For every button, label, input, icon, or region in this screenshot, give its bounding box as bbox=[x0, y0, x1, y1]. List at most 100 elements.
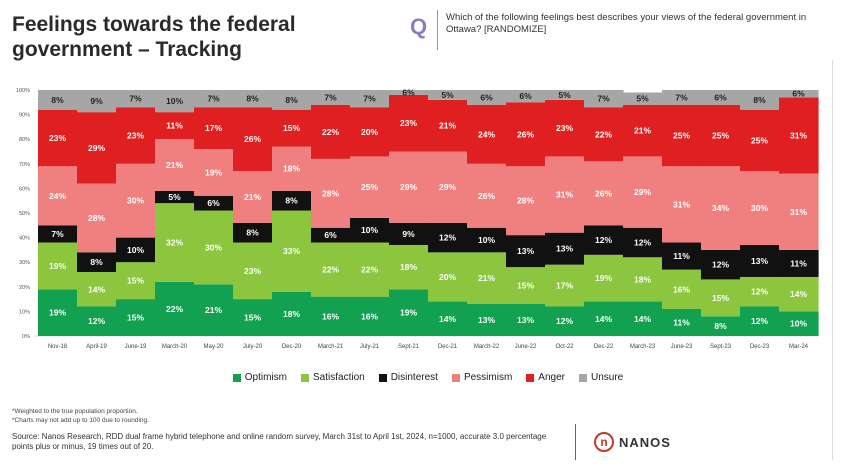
data-label: 6% bbox=[402, 87, 415, 97]
bar-segment-optimism bbox=[584, 301, 624, 336]
bar-segment-pessimism bbox=[155, 139, 195, 191]
data-label: 19% bbox=[595, 273, 612, 283]
data-label: 30% bbox=[205, 242, 222, 252]
bar-segment-anger bbox=[506, 102, 546, 167]
data-label: 8% bbox=[246, 94, 259, 104]
legend-item: Optimism bbox=[232, 372, 287, 383]
x-tick-label: June-22 bbox=[515, 344, 537, 350]
bar-segment-pessimism bbox=[389, 151, 429, 223]
data-label: 26% bbox=[517, 129, 534, 139]
data-label: 19% bbox=[400, 308, 417, 318]
y-tick-label: 70% bbox=[19, 162, 30, 168]
data-label: 13% bbox=[556, 244, 573, 254]
data-label: 7% bbox=[324, 92, 337, 102]
data-label: 22% bbox=[166, 304, 183, 314]
bar-segment-unsure bbox=[428, 90, 468, 100]
data-label: 17% bbox=[205, 123, 222, 133]
bar-segment-pessimism bbox=[116, 163, 156, 238]
bar-segment-optimism bbox=[740, 306, 780, 336]
data-label: 8% bbox=[90, 257, 103, 267]
data-label: 12% bbox=[88, 316, 105, 326]
data-label: 13% bbox=[517, 246, 534, 256]
data-label: 15% bbox=[244, 313, 261, 323]
bar-segment-unsure bbox=[623, 92, 663, 105]
data-label: 8% bbox=[285, 196, 298, 206]
bar-segment-optimism bbox=[545, 306, 585, 336]
data-label: 18% bbox=[283, 164, 300, 174]
footnote: *Weighted to the true population proport… bbox=[12, 408, 138, 415]
legend-item: Satisfaction bbox=[301, 372, 365, 383]
data-label: 6% bbox=[480, 92, 493, 102]
bar-segment-disinterest bbox=[623, 227, 663, 258]
bar-segment-unsure bbox=[311, 90, 351, 105]
legend-swatch bbox=[378, 373, 387, 382]
legend-label: Anger bbox=[538, 372, 565, 383]
bar-segment-disinterest bbox=[701, 249, 741, 280]
y-tick-label: 20% bbox=[19, 285, 30, 291]
data-label: 12% bbox=[595, 235, 612, 245]
bar-segment-pessimism bbox=[623, 156, 663, 228]
nanos-logo: n NANOS bbox=[594, 432, 671, 452]
data-label: 12% bbox=[439, 233, 456, 243]
x-tick-label: March-23 bbox=[630, 344, 656, 350]
bar-segment-unsure bbox=[779, 90, 819, 98]
bar-segment-pessimism bbox=[428, 151, 468, 223]
data-label: 18% bbox=[634, 274, 651, 284]
bar-segment-unsure bbox=[233, 90, 273, 108]
data-label: 31% bbox=[556, 190, 573, 200]
nanos-logo-icon: n bbox=[594, 432, 614, 452]
bar-segment-pessimism bbox=[272, 146, 312, 191]
data-label: 8% bbox=[714, 321, 727, 331]
data-label: 16% bbox=[673, 284, 690, 294]
bar-segment-satisfaction bbox=[740, 276, 780, 307]
data-label: 19% bbox=[49, 261, 66, 271]
x-tick-label: March-21 bbox=[318, 344, 344, 350]
question-divider bbox=[437, 10, 438, 50]
bar-segment-satisfaction bbox=[194, 210, 234, 285]
data-label: 8% bbox=[51, 95, 64, 105]
data-label: 7% bbox=[129, 94, 142, 104]
bar-segment-anger bbox=[233, 107, 273, 172]
bar-segment-disinterest bbox=[311, 227, 351, 243]
data-label: 5% bbox=[441, 90, 454, 100]
bar-segment-pessimism bbox=[701, 166, 741, 250]
bar-segment-disinterest bbox=[38, 225, 78, 243]
data-label: 14% bbox=[790, 289, 807, 299]
data-label: 23% bbox=[244, 266, 261, 276]
bar-segment-disinterest bbox=[662, 242, 702, 270]
y-tick-label: 30% bbox=[19, 260, 30, 266]
bar-segment-unsure bbox=[389, 90, 429, 95]
data-label: 18% bbox=[283, 309, 300, 319]
x-tick-label: March-20 bbox=[162, 344, 188, 350]
data-label: 26% bbox=[478, 191, 495, 201]
data-label: 22% bbox=[595, 129, 612, 139]
data-label: 21% bbox=[634, 126, 651, 136]
data-label: 21% bbox=[244, 192, 261, 202]
data-label: 14% bbox=[634, 314, 651, 324]
bar-segment-optimism bbox=[389, 289, 429, 336]
bar-segment-unsure bbox=[350, 90, 390, 108]
data-label: 13% bbox=[517, 315, 534, 325]
bar-segment-satisfaction bbox=[779, 276, 819, 312]
bar-segment-unsure bbox=[506, 90, 546, 103]
x-tick-label: Nov-18 bbox=[48, 344, 68, 350]
bar-segment-anger bbox=[584, 107, 624, 162]
data-label: 28% bbox=[517, 196, 534, 206]
bar-segment-pessimism bbox=[545, 156, 585, 233]
data-label: 22% bbox=[322, 127, 339, 137]
bar-segment-disinterest bbox=[272, 190, 312, 211]
data-label: 7% bbox=[363, 94, 376, 104]
y-tick-label: 90% bbox=[19, 113, 30, 119]
bar-segment-disinterest bbox=[389, 222, 429, 245]
legend-label: Optimism bbox=[244, 372, 287, 383]
data-label: 31% bbox=[790, 207, 807, 217]
data-label: 12% bbox=[751, 316, 768, 326]
bar-segment-pessimism bbox=[194, 149, 234, 196]
bar-segment-disinterest bbox=[77, 252, 117, 273]
data-label: 7% bbox=[51, 229, 64, 239]
bar-segment-satisfaction bbox=[272, 210, 312, 292]
data-label: 21% bbox=[478, 273, 495, 283]
data-label: 8% bbox=[246, 228, 259, 238]
x-tick-label: July-20 bbox=[243, 344, 263, 350]
legend-swatch bbox=[526, 373, 535, 382]
